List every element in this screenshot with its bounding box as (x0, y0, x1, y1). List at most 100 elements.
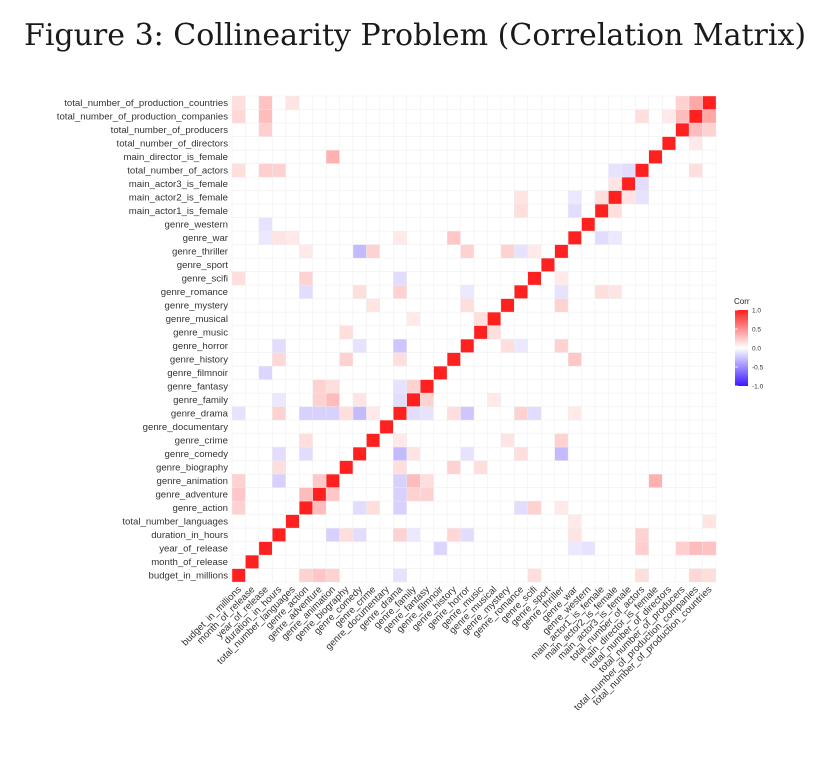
heatmap-cell (406, 325, 421, 340)
heatmap-cell (500, 244, 515, 259)
heatmap-cell (541, 325, 555, 340)
heatmap-cell (433, 554, 448, 569)
heatmap-cell (299, 325, 313, 340)
heatmap-cell (245, 460, 260, 475)
heatmap-cell (500, 203, 515, 218)
heatmap-cell (285, 298, 300, 313)
heatmap-cell (635, 352, 650, 367)
heatmap-cell (473, 109, 488, 124)
heatmap-cell (541, 109, 555, 124)
heatmap-cell (460, 244, 475, 259)
heatmap-cell (688, 406, 703, 421)
heatmap-cell (541, 203, 555, 218)
heatmap-cell (299, 338, 313, 353)
heatmap-cell (352, 136, 367, 151)
heatmap-cell (352, 284, 367, 299)
heatmap-cell (554, 554, 569, 569)
heatmap-cell (500, 325, 515, 340)
heatmap-cell (514, 541, 529, 556)
heatmap-cell (312, 338, 327, 353)
heatmap-cell (231, 514, 246, 529)
heatmap-cell (245, 311, 260, 326)
heatmap-cell (312, 352, 327, 367)
heatmap-cell (460, 271, 475, 286)
heatmap-cell (433, 244, 448, 259)
heatmap-cell (594, 514, 609, 529)
heatmap-cell (527, 271, 542, 286)
heatmap-cell (285, 257, 300, 272)
heatmap-cell (312, 433, 327, 448)
heatmap-cell (258, 365, 273, 380)
heatmap-cell (433, 473, 448, 488)
heatmap-cell (487, 109, 502, 124)
heatmap-cell (554, 325, 569, 340)
heatmap-cell (567, 122, 582, 137)
heatmap-cell (608, 122, 623, 137)
heatmap-cell (231, 109, 246, 124)
heatmap-cell (594, 284, 609, 299)
heatmap-cell (621, 257, 636, 272)
y-tick-label: genre_western (165, 219, 228, 230)
heatmap-cell (393, 122, 408, 137)
heatmap-cell (541, 176, 555, 191)
heatmap-cell (581, 473, 596, 488)
heatmap-cell (608, 109, 623, 124)
heatmap-cell (446, 406, 461, 421)
heatmap-cell (312, 311, 327, 326)
heatmap-cell (514, 190, 529, 205)
heatmap-cell (702, 298, 717, 313)
heatmap-cell (352, 190, 367, 205)
heatmap-cell (688, 433, 703, 448)
heatmap-cell (487, 217, 502, 232)
heatmap-cell (675, 514, 690, 529)
heatmap-cell (245, 230, 260, 245)
heatmap-cell (366, 460, 381, 475)
heatmap-cell (433, 500, 448, 515)
heatmap-cell (272, 500, 287, 515)
heatmap-cell (379, 271, 394, 286)
heatmap-cell (541, 311, 555, 326)
heatmap-cell (379, 163, 394, 178)
heatmap-cell (406, 163, 421, 178)
heatmap-cell (635, 190, 650, 205)
heatmap-cell (554, 284, 569, 299)
heatmap-cell (567, 568, 582, 583)
heatmap-cell (460, 149, 475, 164)
heatmap-cell (446, 568, 461, 583)
heatmap-cell (688, 311, 703, 326)
heatmap-cell (433, 149, 448, 164)
heatmap-cell (420, 406, 434, 421)
heatmap-cell (339, 365, 354, 380)
heatmap-cell (581, 568, 596, 583)
y-tick-label: genre_crime (175, 435, 228, 446)
heatmap-cell (299, 230, 313, 245)
heatmap-cell (406, 365, 421, 380)
heatmap-cell (473, 230, 488, 245)
heatmap-cell (487, 230, 502, 245)
heatmap-cell (352, 311, 367, 326)
heatmap-cell (527, 446, 542, 461)
heatmap-cell (433, 136, 448, 151)
heatmap-cell (514, 122, 529, 137)
heatmap-cell (608, 541, 623, 556)
heatmap-cell (339, 203, 354, 218)
heatmap-cell (514, 554, 529, 569)
heatmap-cell (473, 419, 488, 434)
heatmap-cell (527, 473, 542, 488)
heatmap-cell (635, 541, 650, 556)
heatmap-cell (420, 163, 434, 178)
heatmap-cell (688, 419, 703, 434)
heatmap-cell (648, 109, 663, 124)
heatmap-cell (272, 257, 287, 272)
heatmap-cell (688, 271, 703, 286)
heatmap-cell (581, 176, 596, 191)
heatmap-cell (487, 311, 502, 326)
heatmap-cell (514, 527, 529, 542)
y-tick-label: total_number_of_producers (111, 125, 229, 136)
heatmap-cell (312, 460, 327, 475)
heatmap-cell (635, 473, 650, 488)
heatmap-cell (406, 271, 421, 286)
heatmap-cell (527, 568, 542, 583)
heatmap-cell (339, 554, 354, 569)
heatmap-cell (473, 149, 488, 164)
